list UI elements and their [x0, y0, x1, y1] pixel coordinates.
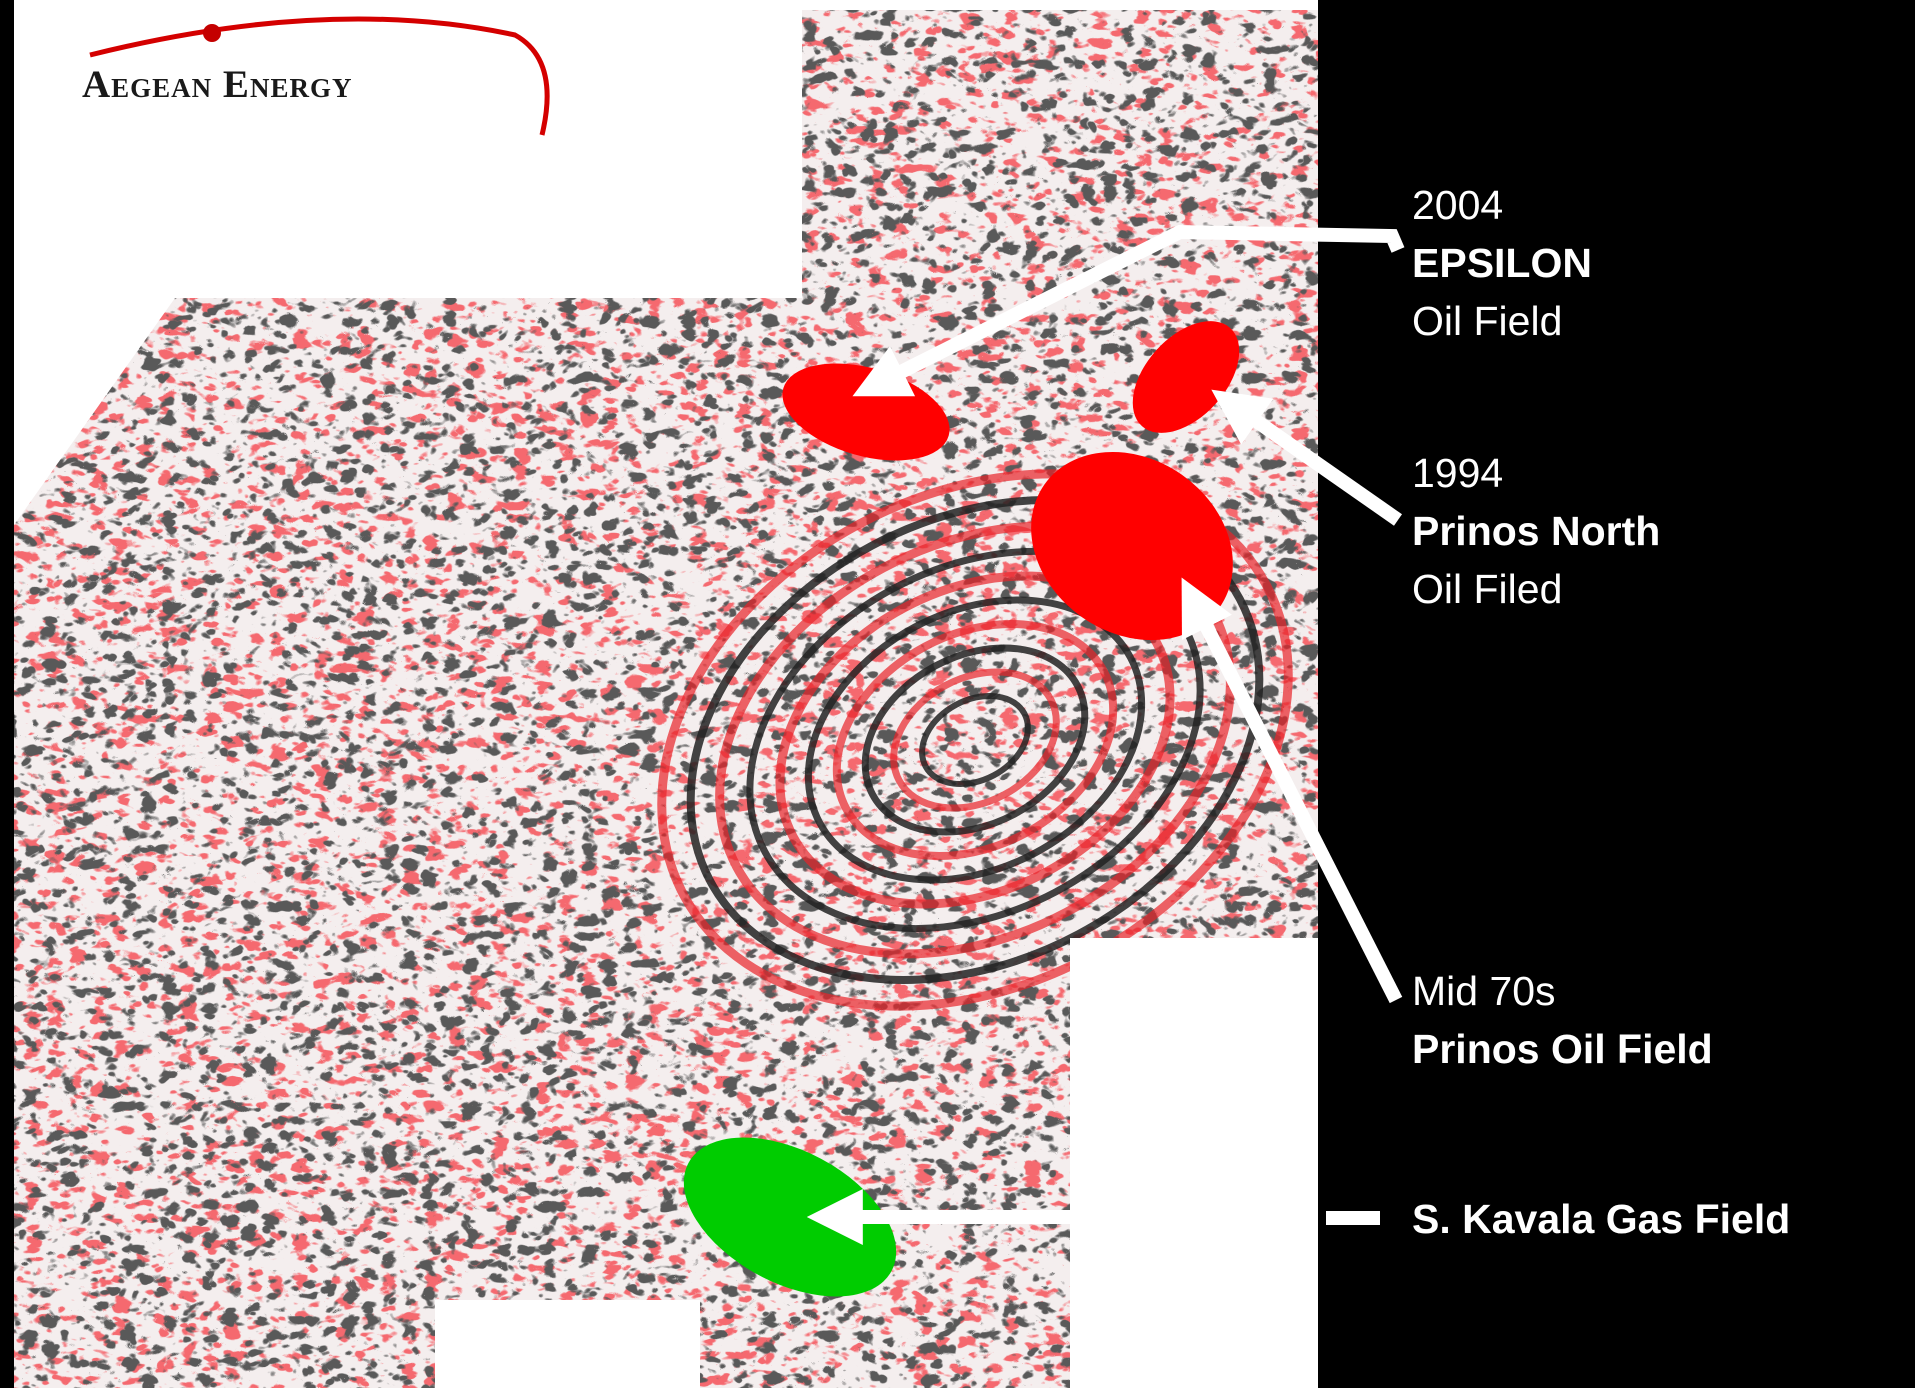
prinos-north-type: Oil Filed [1412, 566, 1563, 612]
prinos-oil-field-name: Prinos Oil Field [1412, 1026, 1713, 1072]
prinos-north-label: 1994 Prinos North Oil Filed [1412, 444, 1660, 618]
aegean-energy-logo [89, 16, 550, 136]
epsilon-label: 2004 EPSILON Oil Field [1412, 176, 1592, 350]
prinos-oil-arrow [1181, 577, 1403, 1004]
epsilon-name: EPSILON [1412, 240, 1592, 286]
prinos-oil-field-year: Mid 70s [1412, 968, 1556, 1014]
epsilon-type: Oil Field [1412, 298, 1563, 344]
prinos-north-arrow [1211, 389, 1403, 526]
prinos-north-name: Prinos North [1412, 508, 1661, 554]
epsilon-arrow [852, 224, 1405, 397]
prinos-north-year: 1994 [1412, 450, 1504, 496]
s-kavala-gas-field-label: S. Kavala Gas Field [1412, 1190, 1790, 1248]
logo-text: Aegean Energy [82, 63, 353, 106]
epsilon-year: 2004 [1412, 182, 1504, 228]
prinos-oil-field-label: Mid 70s Prinos Oil Field [1412, 962, 1713, 1078]
s-kavala-arrow [832, 1217, 1380, 1218]
s-kavala-gas-field-name: S. Kavala Gas Field [1412, 1196, 1791, 1242]
callout-arrows [832, 224, 1405, 1218]
